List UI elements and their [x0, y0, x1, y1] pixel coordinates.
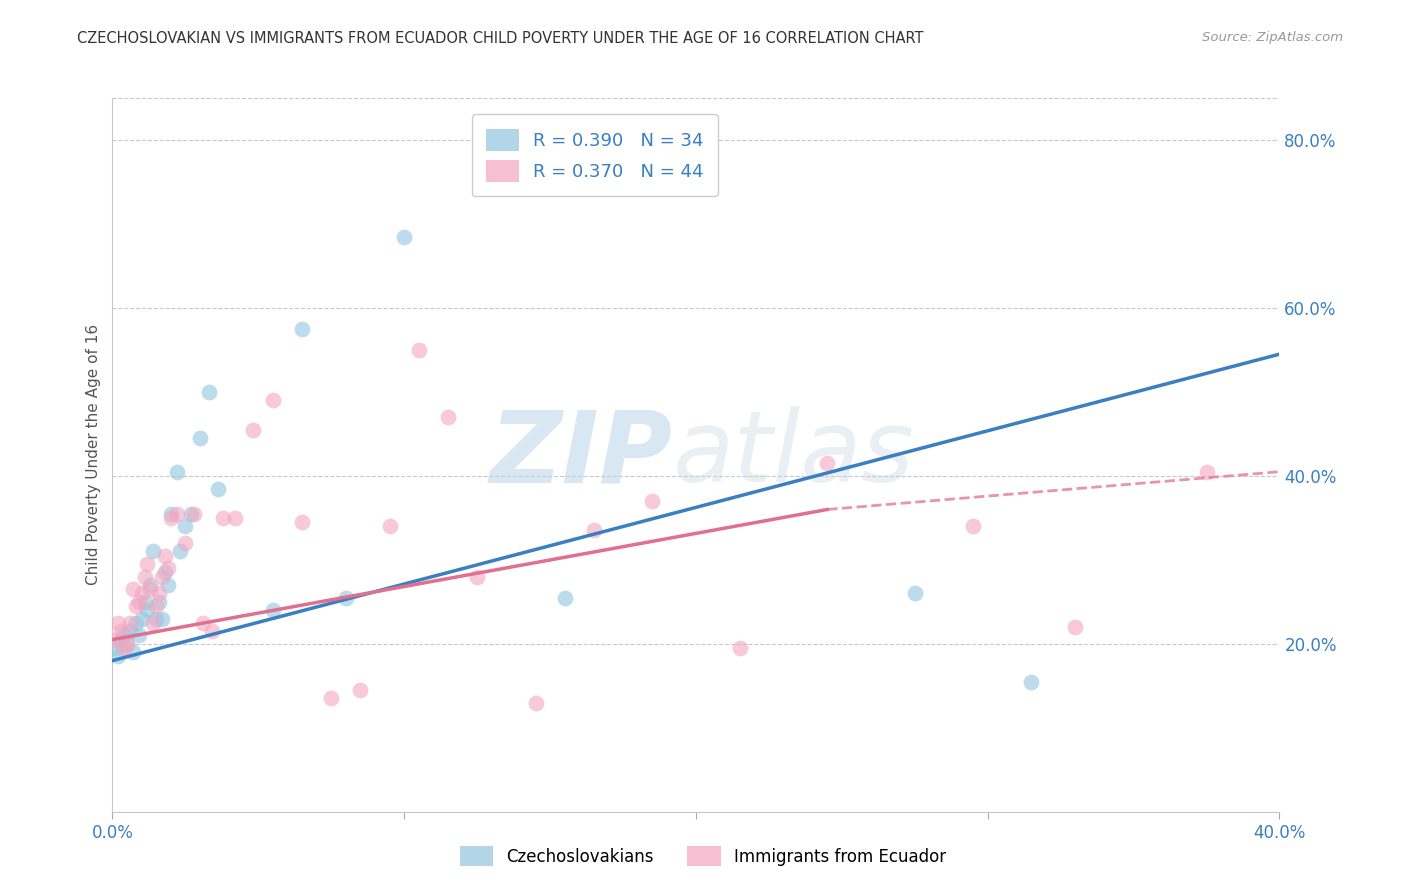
Point [118, 624, 141, 639]
Point [136, 557, 159, 571]
Point [641, 494, 664, 508]
Point [242, 423, 264, 437]
Point [136, 603, 159, 617]
Point [110, 632, 132, 647]
Point [112, 628, 135, 642]
Point [104, 640, 127, 655]
Point [134, 595, 156, 609]
Point [148, 595, 170, 609]
Point [465, 569, 488, 583]
Point [160, 511, 183, 525]
Point [1064, 620, 1087, 634]
Point [188, 431, 211, 445]
Point [321, 691, 343, 706]
Point [291, 322, 314, 336]
Point [153, 549, 176, 563]
Point [582, 524, 605, 538]
Point [139, 578, 162, 592]
Point [437, 410, 460, 425]
Point [128, 628, 150, 642]
Point [201, 624, 224, 639]
Point [408, 343, 430, 357]
Point [291, 515, 314, 529]
Point [554, 591, 576, 605]
Point [107, 615, 129, 630]
Text: ZIP: ZIP [489, 407, 672, 503]
Point [904, 586, 927, 600]
Point [110, 624, 132, 639]
Point [212, 511, 235, 525]
Point [134, 569, 156, 583]
Point [524, 696, 547, 710]
Point [335, 591, 357, 605]
Point [1021, 674, 1043, 689]
Point [131, 612, 153, 626]
Point [139, 582, 162, 597]
Point [349, 683, 371, 698]
Point [180, 507, 202, 521]
Point [207, 482, 229, 496]
Point [962, 519, 984, 533]
Point [160, 507, 183, 521]
Point [145, 599, 167, 613]
Point [112, 640, 135, 655]
Point [122, 582, 145, 597]
Point [183, 507, 205, 521]
Point [728, 640, 751, 655]
Point [150, 569, 173, 583]
Point [224, 511, 246, 525]
Point [1195, 465, 1218, 479]
Point [153, 566, 176, 580]
Point [156, 561, 179, 575]
Point [262, 393, 284, 408]
Point [122, 645, 145, 659]
Text: atlas: atlas [672, 407, 914, 503]
Legend: Czechoslovakians, Immigrants from Ecuador: Czechoslovakians, Immigrants from Ecuado… [451, 838, 955, 875]
Point [115, 637, 138, 651]
Point [174, 519, 197, 533]
Point [131, 586, 153, 600]
Point [156, 578, 179, 592]
Text: Source: ZipAtlas.com: Source: ZipAtlas.com [1202, 31, 1343, 45]
Point [166, 507, 188, 521]
Point [115, 637, 138, 651]
Point [174, 536, 197, 550]
Legend: R = 0.390   N = 34, R = 0.370   N = 44: R = 0.390 N = 34, R = 0.370 N = 44 [471, 114, 718, 196]
Point [378, 519, 401, 533]
Point [142, 544, 165, 558]
Point [104, 632, 127, 647]
Point [262, 603, 284, 617]
Point [169, 544, 191, 558]
Y-axis label: Child Poverty Under the Age of 16: Child Poverty Under the Age of 16 [86, 325, 101, 585]
Point [125, 615, 148, 630]
Text: CZECHOSLOVAKIAN VS IMMIGRANTS FROM ECUADOR CHILD POVERTY UNDER THE AGE OF 16 COR: CZECHOSLOVAKIAN VS IMMIGRANTS FROM ECUAD… [77, 31, 924, 46]
Point [118, 615, 141, 630]
Point [107, 649, 129, 664]
Point [150, 612, 173, 626]
Point [197, 384, 219, 399]
Point [394, 229, 416, 244]
Point [128, 595, 150, 609]
Point [191, 615, 214, 630]
Point [145, 612, 167, 626]
Point [142, 615, 165, 630]
Point [125, 599, 148, 613]
Point [148, 586, 170, 600]
Point [166, 465, 188, 479]
Point [815, 456, 838, 470]
